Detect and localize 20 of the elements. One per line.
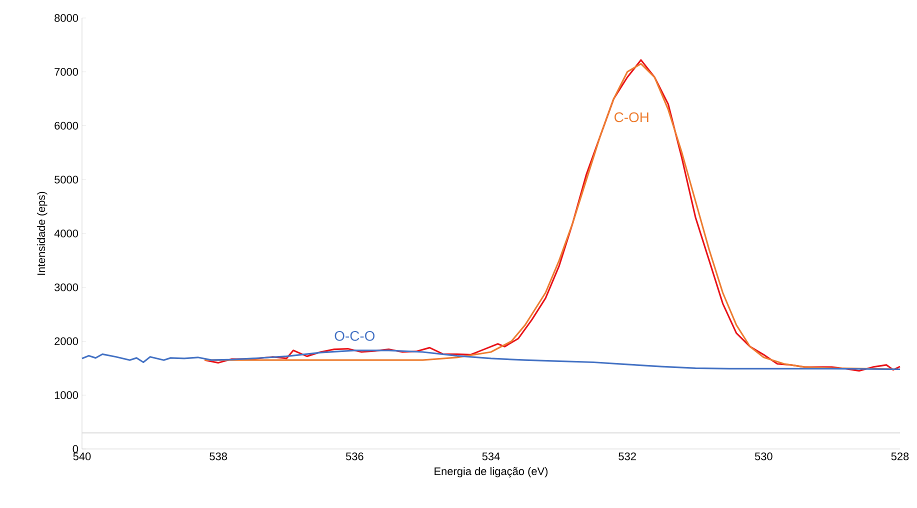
y-tick-label: 6000 <box>54 122 78 130</box>
y-tick-label: 0 <box>72 445 78 453</box>
x-tick-label: 528 <box>891 452 909 460</box>
y-tick-label: 8000 <box>54 14 78 22</box>
x-tick-label: 538 <box>210 452 227 460</box>
y-tick-label: 3000 <box>54 283 78 292</box>
y-tick-label: 2000 <box>54 337 78 346</box>
y-tick-label: 5000 <box>54 176 78 184</box>
x-tick-label: 532 <box>618 452 636 460</box>
x-tick-label: 534 <box>482 452 500 460</box>
x-tick-label: 540 <box>73 452 91 460</box>
y-tick-label: 7000 <box>54 68 78 76</box>
series-label: C-OH <box>614 112 648 122</box>
series-label: O-C-O <box>334 330 375 341</box>
y-tick-label: 4000 <box>54 230 78 238</box>
y-axis-title: Intensidade (eps) <box>37 192 48 275</box>
y-tick-label: 1000 <box>54 391 78 399</box>
x-tick-label: 530 <box>754 452 772 460</box>
x-axis-title: Energia de ligação (eV) <box>434 467 548 478</box>
x-tick-label: 536 <box>346 452 364 460</box>
